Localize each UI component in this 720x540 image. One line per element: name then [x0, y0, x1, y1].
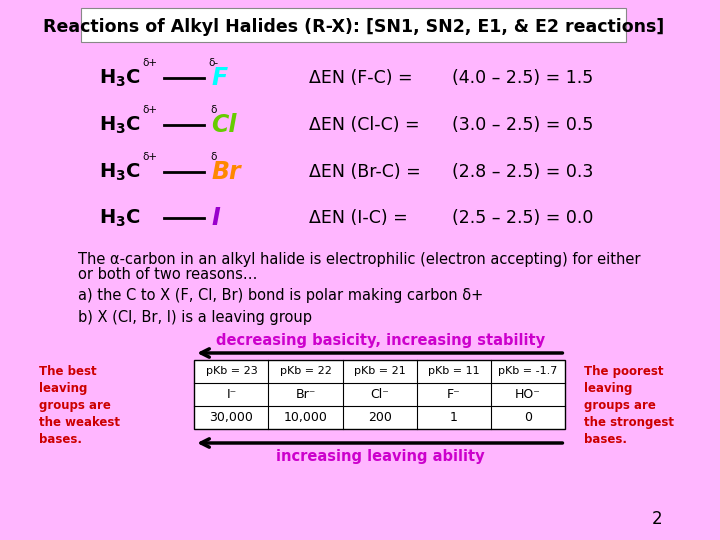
Text: Cl: Cl [211, 113, 237, 137]
Text: 0: 0 [524, 411, 532, 424]
Text: ΔEN (I-C) =: ΔEN (I-C) = [309, 209, 408, 227]
Text: decreasing basicity, increasing stability: decreasing basicity, increasing stabilit… [216, 333, 545, 348]
Text: Br⁻: Br⁻ [295, 388, 316, 401]
Text: The α-carbon in an alkyl halide is electrophilic (electron accepting) for either: The α-carbon in an alkyl halide is elect… [78, 252, 641, 267]
Text: Cl⁻: Cl⁻ [370, 388, 390, 401]
Text: 2: 2 [652, 510, 662, 528]
Text: ΔEN (F-C) =: ΔEN (F-C) = [309, 69, 413, 87]
Text: The best
leaving
groups are
the weakest
bases.: The best leaving groups are the weakest … [39, 365, 120, 446]
Text: δ: δ [210, 105, 216, 115]
Text: I: I [211, 206, 220, 230]
Text: pKb = 11: pKb = 11 [428, 367, 480, 376]
Text: δ+: δ+ [142, 58, 157, 68]
Text: $\mathbf{H_3C}$: $\mathbf{H_3C}$ [99, 114, 140, 136]
Text: (2.5 – 2.5) = 0.0: (2.5 – 2.5) = 0.0 [451, 209, 593, 227]
Text: (2.8 – 2.5) = 0.3: (2.8 – 2.5) = 0.3 [451, 163, 593, 181]
Text: The poorest
leaving
groups are
the strongest
bases.: The poorest leaving groups are the stron… [584, 365, 674, 446]
Text: $\mathbf{H_3C}$: $\mathbf{H_3C}$ [99, 68, 140, 89]
Text: 30,000: 30,000 [210, 411, 253, 424]
Text: δ+: δ+ [142, 105, 157, 115]
Text: 10,000: 10,000 [284, 411, 328, 424]
Text: F: F [211, 66, 228, 90]
Text: pKb = -1.7: pKb = -1.7 [498, 367, 558, 376]
Text: δ: δ [210, 152, 216, 162]
Text: $\mathbf{H_3C}$: $\mathbf{H_3C}$ [99, 207, 140, 228]
Text: Br: Br [211, 160, 241, 184]
Text: δ-: δ- [208, 58, 218, 68]
Text: pKb = 21: pKb = 21 [354, 367, 405, 376]
Text: δ+: δ+ [142, 152, 157, 162]
Text: $\mathbf{H_3C}$: $\mathbf{H_3C}$ [99, 161, 140, 183]
Text: a) the C to X (F, Cl, Br) bond is polar making carbon δ+: a) the C to X (F, Cl, Br) bond is polar … [78, 288, 483, 303]
Text: F⁻: F⁻ [447, 388, 461, 401]
Text: HO⁻: HO⁻ [516, 388, 541, 401]
Text: (4.0 – 2.5) = 1.5: (4.0 – 2.5) = 1.5 [451, 69, 593, 87]
Text: ΔEN (Cl-C) =: ΔEN (Cl-C) = [309, 116, 419, 134]
Text: 1: 1 [450, 411, 458, 424]
Bar [194, 360, 565, 429]
Text: b) X (Cl, Br, I) is a leaving group: b) X (Cl, Br, I) is a leaving group [78, 310, 312, 325]
Text: I⁻: I⁻ [226, 388, 237, 401]
Text: increasing leaving ability: increasing leaving ability [276, 449, 485, 464]
Text: pKb = 23: pKb = 23 [205, 367, 257, 376]
Text: (3.0 – 2.5) = 0.5: (3.0 – 2.5) = 0.5 [451, 116, 593, 134]
Text: Reactions of Alkyl Halides (R-X): [SN1, SN2, E1, & E2 reactions]: Reactions of Alkyl Halides (R-X): [SN1, … [42, 18, 664, 36]
Bar [81, 8, 626, 42]
Text: 200: 200 [368, 411, 392, 424]
Text: ΔEN (Br-C) =: ΔEN (Br-C) = [309, 163, 420, 181]
Text: or both of two reasons…: or both of two reasons… [78, 267, 258, 282]
Text: pKb = 22: pKb = 22 [279, 367, 331, 376]
